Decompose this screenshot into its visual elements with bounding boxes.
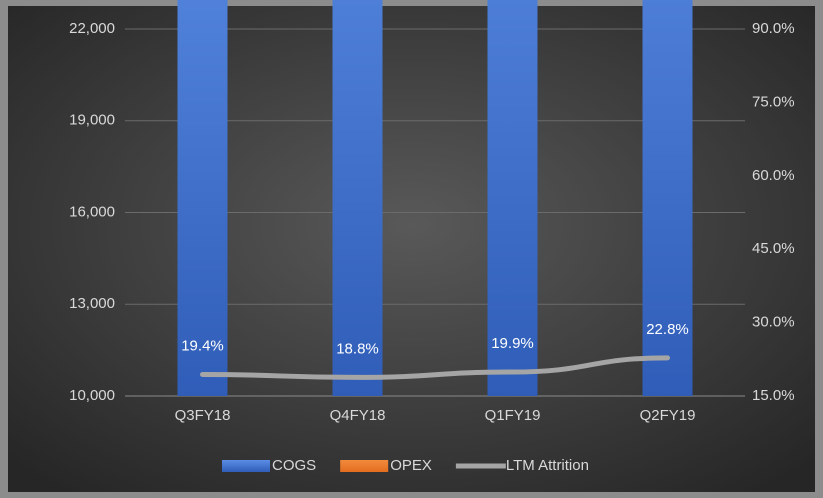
line-label: 18.8% (336, 340, 379, 357)
legend-swatch (340, 460, 389, 472)
y2-tick-label: 30.0% (752, 314, 795, 331)
legend-label: LTM Attrition (506, 457, 589, 474)
y-tick-label: 22,000 (69, 20, 115, 37)
y-tick-label: 19,000 (69, 112, 115, 129)
y-tick-label: 10,000 (69, 387, 115, 404)
y2-tick-label: 75.0% (752, 93, 795, 110)
y2-tick-label: 45.0% (752, 240, 795, 257)
bar-segment (177, 0, 228, 396)
y-tick-label: 16,000 (69, 203, 115, 220)
legend-label: COGS (272, 457, 316, 474)
line-label: 22.8% (646, 321, 689, 338)
x-tick-label: Q1FY19 (485, 407, 541, 424)
bar-segment (332, 0, 383, 396)
line-label: 19.4% (181, 337, 224, 354)
line-series (200, 355, 670, 380)
y-tick-label: 13,000 (69, 295, 115, 312)
y2-tick-label: 90.0% (752, 20, 795, 37)
legend-label: OPEX (390, 457, 432, 474)
bar-segment (642, 0, 693, 397)
y2-tick-label: 15.0% (752, 387, 795, 404)
y2-tick-label: 60.0% (752, 167, 795, 184)
bar-segment (487, 0, 538, 396)
legend-swatch (222, 460, 270, 472)
x-tick-label: Q2FY19 (640, 407, 696, 424)
line-label: 19.9% (491, 335, 534, 352)
x-tick-label: Q4FY18 (330, 407, 386, 424)
x-tick-label: Q3FY18 (175, 407, 231, 424)
